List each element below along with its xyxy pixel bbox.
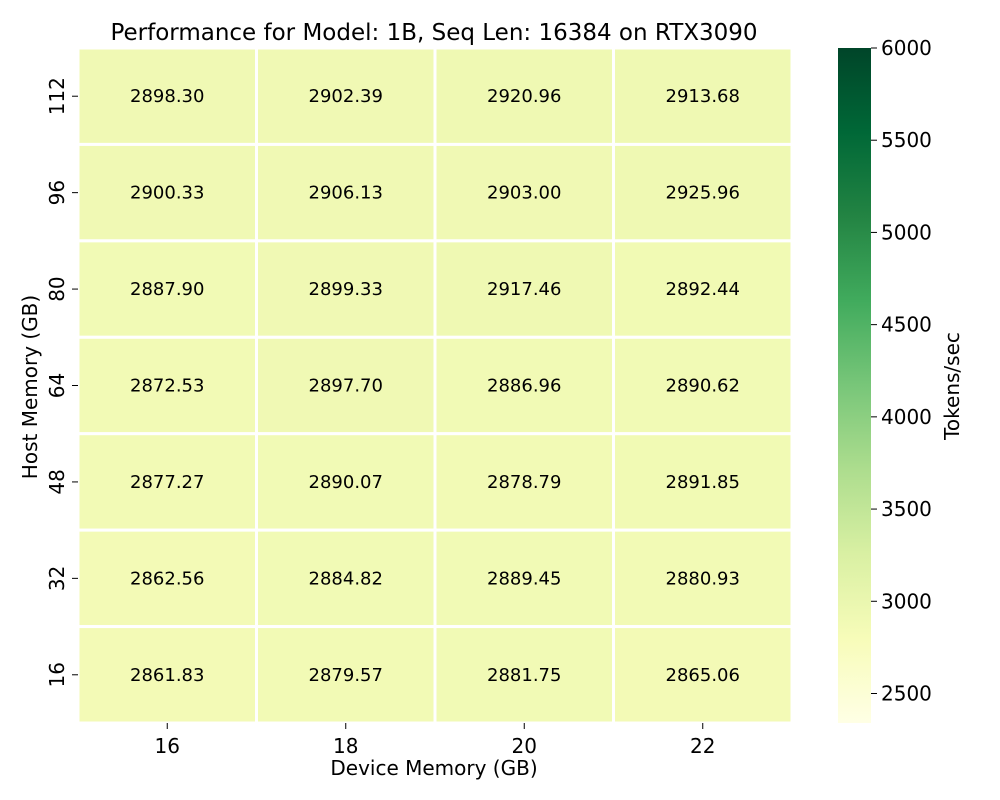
colorbar-tick-label: 2500 <box>881 681 932 705</box>
x-tick-label: 18 <box>333 734 358 758</box>
cell-value-label: 2890.62 <box>666 376 740 397</box>
cell-value-label: 2891.85 <box>666 472 740 493</box>
colorbar-label: Tokens/sec <box>940 332 964 441</box>
heatmap-cell <box>76 528 258 629</box>
cell-value-label: 2920.96 <box>487 86 561 107</box>
cell-value-label: 2887.90 <box>130 279 204 300</box>
heatmap-cell <box>255 142 437 243</box>
cell-value-label: 2881.75 <box>487 665 561 686</box>
heatmap-cell <box>612 46 794 146</box>
colorbar-tick-label: 4000 <box>881 405 932 429</box>
y-tick-label: 64 <box>45 373 69 398</box>
heatmap-cell <box>255 432 437 532</box>
cell-value-label: 2925.96 <box>666 183 740 204</box>
cell-value-label: 2913.68 <box>666 86 740 107</box>
cell-value-label: 2890.07 <box>309 472 383 493</box>
heatmap-cell <box>255 335 437 436</box>
y-tick-label: 32 <box>45 566 69 591</box>
x-tick-label: 16 <box>155 734 180 758</box>
chart-title: Performance for Model: 1B, Seq Len: 1638… <box>110 20 757 46</box>
y-tick-label: 112 <box>45 77 69 115</box>
cell-value-label: 2900.33 <box>130 183 204 204</box>
y-tick-label: 16 <box>45 662 69 687</box>
y-tick-label: 96 <box>45 180 69 205</box>
heatmap-cell <box>255 528 437 629</box>
cell-value-label: 2886.96 <box>487 376 561 397</box>
y-tick-label: 48 <box>45 469 69 494</box>
heatmap-cell <box>612 335 794 436</box>
cell-value-label: 2862.56 <box>130 568 204 589</box>
heatmap-cells <box>76 46 794 725</box>
y-axis-ticks: 112 96 80 64 48 32 16 <box>45 77 78 688</box>
cell-value-label: 2899.33 <box>309 279 383 300</box>
x-tick-label: 22 <box>690 734 715 758</box>
colorbar <box>838 48 871 723</box>
y-tick-label: 80 <box>45 276 69 301</box>
x-axis-label: Device Memory (GB) <box>330 756 537 780</box>
colorbar-tick-label: 3000 <box>881 589 932 613</box>
colorbar-tick-label: 6000 <box>881 36 932 60</box>
cell-value-label: 2889.45 <box>487 568 561 589</box>
heatmap-cell <box>255 46 437 146</box>
heatmap-cell <box>433 528 615 629</box>
cell-value-label: 2880.93 <box>666 568 740 589</box>
cell-value-label: 2884.82 <box>309 568 383 589</box>
colorbar-tick-label: 4500 <box>881 313 932 337</box>
cell-value-label: 2892.44 <box>666 279 740 300</box>
cell-value-label: 2878.79 <box>487 472 561 493</box>
heatmap-cell <box>433 625 615 725</box>
colorbar-tick-label: 5000 <box>881 220 932 244</box>
heatmap-cell <box>612 432 794 532</box>
y-axis-label: Host Memory (GB) <box>18 295 42 479</box>
x-axis-ticks: 16 18 20 22 <box>155 723 715 758</box>
cell-value-label: 2917.46 <box>487 279 561 300</box>
heatmap-cell-labels: 2898.30 2902.39 2920.96 2913.68 2900.33 2906.… <box>130 86 740 686</box>
cell-value-label: 2903.00 <box>487 183 561 204</box>
heatmap-cell <box>612 625 794 725</box>
cell-value-label: 2877.27 <box>130 472 204 493</box>
cell-value-label: 2865.06 <box>666 665 740 686</box>
cell-value-label: 2872.53 <box>130 376 204 397</box>
heatmap-cell <box>612 528 794 629</box>
cell-value-label: 2879.57 <box>309 665 383 686</box>
heatmap-cell <box>612 239 794 339</box>
heatmap-cell <box>255 239 437 339</box>
colorbar-tick-label: 5500 <box>881 128 932 152</box>
cell-value-label: 2906.13 <box>309 183 383 204</box>
colorbar-tick-label: 3500 <box>881 497 932 521</box>
cell-value-label: 2902.39 <box>309 86 383 107</box>
cell-value-label: 2898.30 <box>130 86 204 107</box>
heatmap-cell <box>612 142 794 243</box>
cell-value-label: 2897.70 <box>309 376 383 397</box>
heatmap-cell <box>433 432 615 532</box>
colorbar-ticks: 2500 3000 3500 4000 4500 5000 5500 6000 <box>871 36 932 705</box>
x-tick-label: 20 <box>512 734 537 758</box>
cell-value-label: 2861.83 <box>130 665 204 686</box>
